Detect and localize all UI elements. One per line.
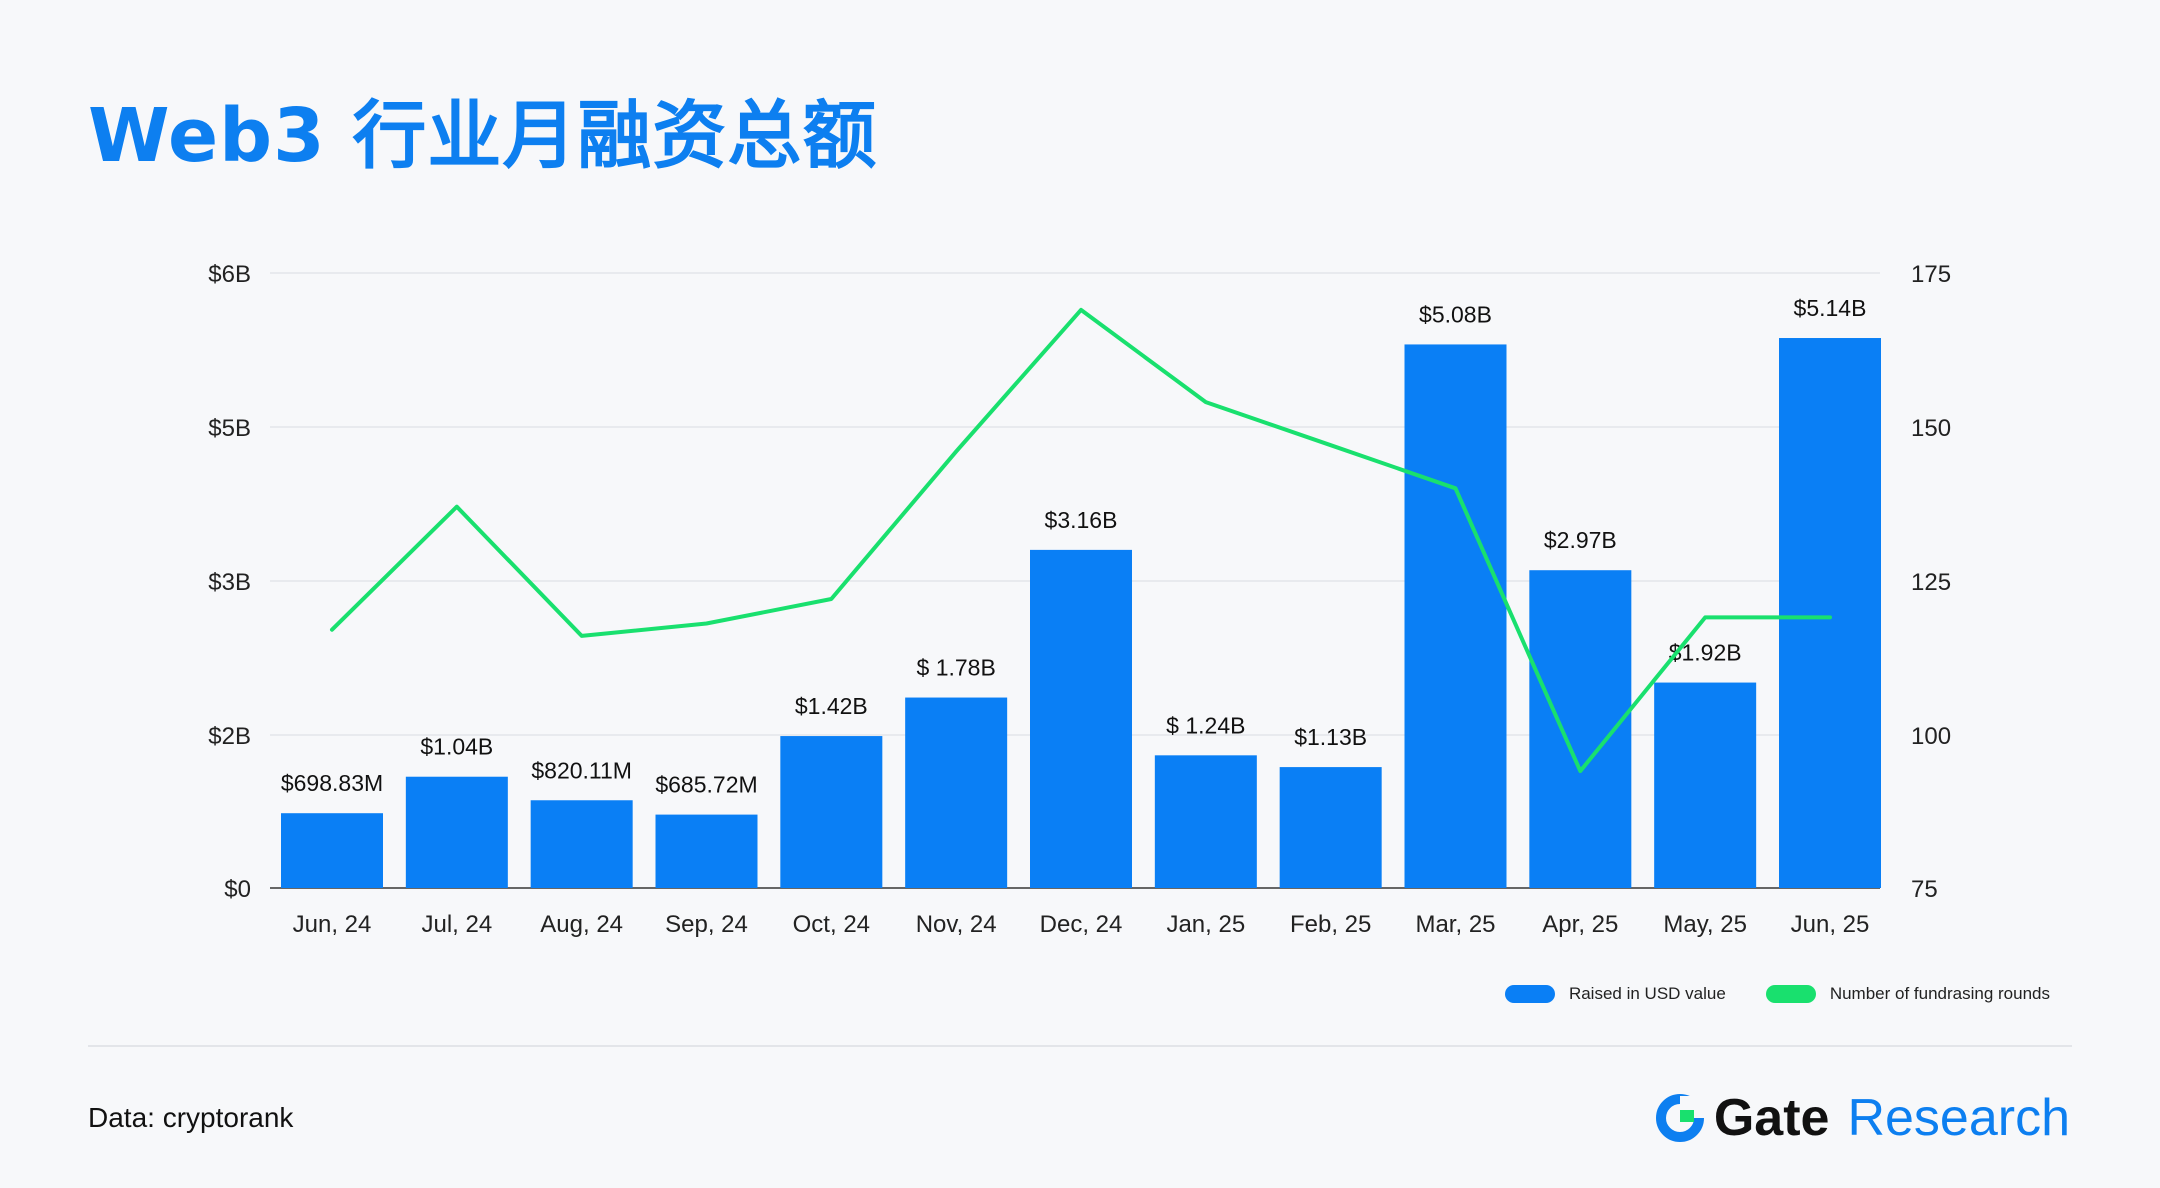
right-tick-label: 100	[1911, 723, 1951, 750]
bar	[530, 800, 633, 888]
right-tick-label: 75	[1911, 876, 1938, 903]
bar-label: $685.72M	[655, 772, 757, 798]
gate-logo-icon	[1655, 1094, 1704, 1142]
x-tick-label: Jun, 24	[293, 911, 372, 938]
left-tick-label: $5B	[208, 415, 251, 442]
left-tick-label: $0	[224, 876, 251, 903]
bar-label: $1.13B	[1294, 724, 1367, 750]
legend-swatch-raised	[1504, 985, 1555, 1003]
bar	[405, 776, 508, 888]
brand-suffix: Research	[1847, 1089, 2070, 1147]
brand-logo: Gate Research	[1654, 1088, 2070, 1148]
bar	[281, 813, 383, 888]
bar-label: $5.14B	[1794, 295, 1867, 321]
x-tick-label: Aug, 24	[540, 911, 623, 938]
x-tick-label: Mar, 25	[1415, 911, 1495, 938]
rounds-line	[330, 307, 1832, 774]
right-tick-label: 125	[1911, 569, 1951, 596]
bar-label: $698.83M	[281, 770, 383, 796]
bar	[780, 736, 883, 888]
bar-label: $1.42B	[795, 693, 868, 719]
x-tick-label: Sep, 24	[665, 911, 748, 938]
bar	[1030, 549, 1132, 888]
line-series	[330, 307, 1832, 774]
left-tick-label: $2B	[208, 723, 251, 750]
x-tick-label: Nov, 24	[916, 911, 997, 938]
bar	[1404, 344, 1507, 888]
legend-swatch-rounds	[1765, 985, 1816, 1003]
x-tick-label: Jul, 24	[421, 911, 492, 938]
x-tick-label: Apr, 25	[1542, 911, 1618, 938]
bar-series	[281, 338, 1881, 888]
x-tick-label: Jan, 25	[1166, 911, 1245, 938]
x-tick-label: May, 25	[1663, 911, 1747, 938]
bar-label: $2.97B	[1544, 527, 1617, 553]
bar	[1279, 767, 1382, 888]
bar-label: $3.16B	[1045, 507, 1118, 533]
bar	[1779, 338, 1881, 888]
right-tick-label: 150	[1911, 415, 1951, 442]
legend-label-rounds: Number of fundrasing rounds	[1829, 984, 2050, 1003]
bar-label: $820.11M	[531, 757, 632, 783]
x-tick-label: Oct, 24	[793, 911, 870, 938]
right-axis-ticks: 175 150 125 100 75	[1911, 261, 1951, 903]
brand-name: Gate	[1713, 1089, 1830, 1147]
page-title: Web3 行业月融资总额	[88, 93, 878, 179]
legend-item-rounds: Number of fundrasing rounds	[1765, 984, 2050, 1004]
left-axis-ticks: $6B $5B $3B $2B $0	[208, 261, 251, 903]
left-tick-label: $3B	[208, 569, 251, 596]
bar-label: $1.04B	[420, 734, 493, 760]
bar-label: $5.08B	[1419, 301, 1492, 327]
left-tick-label: $6B	[208, 261, 251, 288]
x-tick-label: Jun, 25	[1791, 911, 1870, 938]
x-tick-label: Dec, 24	[1040, 911, 1123, 938]
bar	[905, 697, 1008, 888]
right-tick-label: 175	[1911, 261, 1951, 288]
bar	[1654, 682, 1757, 888]
legend-item-raised: Raised in USD value	[1504, 984, 1726, 1004]
bar-label: $ 1.24B	[1166, 712, 1245, 738]
legend-label-raised: Raised in USD value	[1568, 984, 1726, 1003]
footer-divider	[88, 1045, 2072, 1047]
bar-data-labels: $698.83M $1.04B $820.11M $685.72M $1.42B $ 1.…	[281, 295, 1867, 798]
bar	[655, 814, 758, 888]
data-source: Data: cryptorank	[88, 1102, 294, 1133]
funding-chart: $6B $5B $3B $2B $0 175 150 125 100 75 $698.83M $1…	[208, 261, 1951, 938]
bar-label: $ 1.78B	[917, 655, 996, 681]
chart-legend: Raised in USD value Number of fundrasing…	[1504, 984, 2050, 1004]
x-tick-label: Feb, 25	[1290, 911, 1371, 938]
x-axis-ticks: Jun, 24 Jul, 24 Aug, 24 Sep, 24 Oct, 24 Nov, …	[293, 911, 1870, 938]
bar	[1154, 755, 1257, 888]
bar-label: $1.92B	[1669, 640, 1742, 666]
